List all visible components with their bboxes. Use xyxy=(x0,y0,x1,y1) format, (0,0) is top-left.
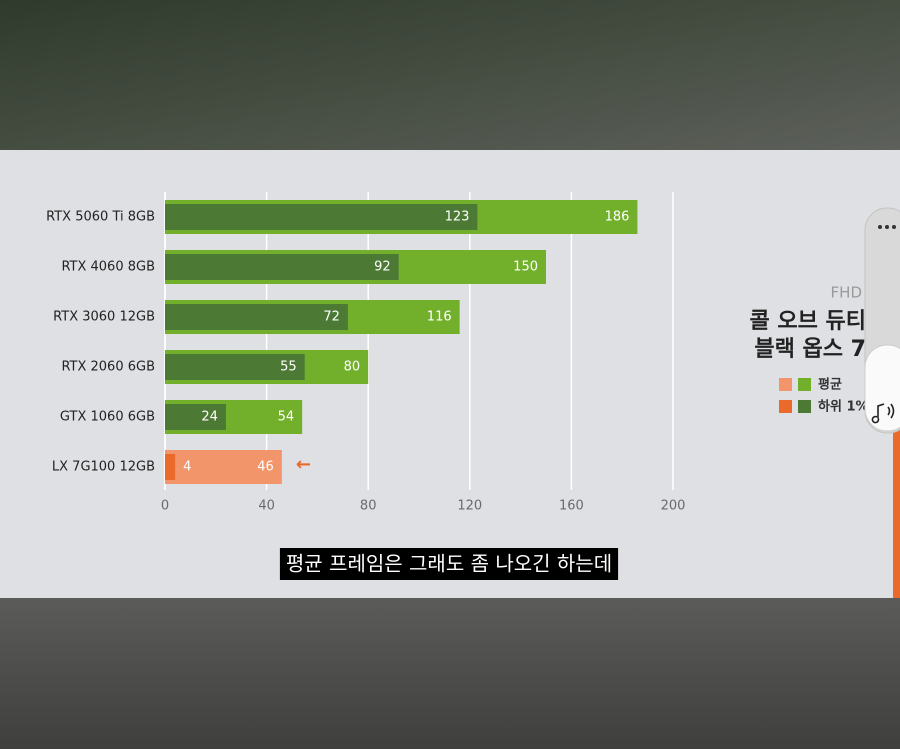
y-tick-label: RTX 4060 8GB xyxy=(61,260,155,275)
y-tick-label: LX 7G100 12GB xyxy=(52,460,155,475)
menu-dot xyxy=(892,225,896,229)
value-label: 80 xyxy=(344,360,361,375)
resolution: FHD xyxy=(831,284,862,302)
value-label: 24 xyxy=(201,410,218,425)
y-tick-label: RTX 3060 12GB xyxy=(53,310,155,325)
x-tick-label: 200 xyxy=(661,499,686,514)
caption: 평균 프레임은 그래도 좀 나오긴 하는데 xyxy=(286,552,612,576)
x-tick-label: 40 xyxy=(258,499,275,514)
legend-label: 평균 xyxy=(818,377,842,393)
value-label: 123 xyxy=(445,210,470,225)
value-label: 46 xyxy=(257,460,274,475)
y-tick-label: RTX 2060 6GB xyxy=(61,360,155,375)
x-tick-label: 80 xyxy=(360,499,377,514)
x-tick-label: 120 xyxy=(457,499,482,514)
bar-low-1pct xyxy=(165,204,478,230)
floating-widget[interactable] xyxy=(864,207,900,434)
annotation-arrow: ← xyxy=(296,454,311,475)
bar-low-1pct xyxy=(165,304,348,330)
bar-average xyxy=(165,450,282,484)
bar-low-1pct xyxy=(165,354,305,380)
progress-bar xyxy=(893,430,900,598)
caption-box xyxy=(279,548,619,580)
menu-dot xyxy=(878,225,882,229)
chart: FHD 콜 오브 듀티 블랙 옵스 7 0 40 80 120 160 200 RTX 50… xyxy=(46,192,869,514)
y-tick-label: RTX 5060 Ti 8GB xyxy=(46,210,155,225)
audio-icon xyxy=(871,403,895,424)
y-tick-label: GTX 1060 6GB xyxy=(60,410,155,425)
value-label: 186 xyxy=(605,210,630,225)
legend-swatch xyxy=(779,378,792,391)
x-tick-label: 0 xyxy=(161,499,169,514)
legend-swatch xyxy=(798,400,811,413)
value-label: 54 xyxy=(278,410,295,425)
legend-swatch xyxy=(779,400,792,413)
chart-title: 콜 오브 듀티 xyxy=(749,309,866,334)
video-background xyxy=(0,598,900,749)
value-label: 4 xyxy=(183,460,191,475)
legend-swatch xyxy=(798,378,811,391)
video-background xyxy=(0,0,900,150)
value-label: 116 xyxy=(427,310,452,325)
menu-dot xyxy=(885,225,889,229)
value-label: 92 xyxy=(374,260,391,275)
bar-low-1pct xyxy=(165,454,176,480)
bar-low-1pct xyxy=(165,404,226,430)
value-label: 150 xyxy=(513,260,538,275)
value-label: 72 xyxy=(323,310,340,325)
slider-handle[interactable] xyxy=(864,344,900,432)
value-label: 55 xyxy=(280,360,297,375)
chart-title: 블랙 옵스 7 xyxy=(754,337,866,362)
bar-low-1pct xyxy=(165,254,399,280)
legend-label: 하위 1% xyxy=(818,399,869,415)
x-tick-label: 160 xyxy=(559,499,584,514)
